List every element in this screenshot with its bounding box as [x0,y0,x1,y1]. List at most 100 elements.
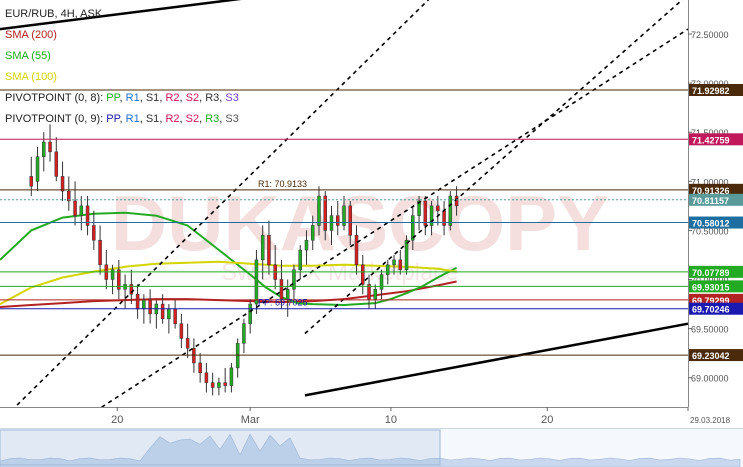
candle-body [185,338,190,349]
level-price-label: 70.07789 [692,268,730,278]
level-price-label: 70.58012 [692,219,730,229]
time-tick-label: 10 [385,414,397,426]
level-price-tag [689,280,743,293]
level-price-tag [689,83,743,96]
candle-body [367,284,371,300]
candle-body [198,362,202,374]
pivot-level-tag: S2 [185,113,200,125]
candle-body [386,264,390,275]
candle-body [267,235,271,266]
trendline [304,322,689,397]
level-price-label: 71.92982 [692,86,730,96]
time-tick-label: 20 [541,414,553,426]
chart-legend: EUR/RUB, 4H, ASK SMA (200) SMA (55) SMA (1… [5,4,239,130]
pivot-level-tag: S1 [145,92,160,104]
price-tick-label: 71.00000 [691,177,729,187]
pivot-level-tag: PP [106,113,120,125]
price-tick-label: 71.50000 [691,128,729,138]
level-price-tag [689,133,743,146]
candle-body [160,303,165,320]
candle-body [217,382,221,388]
candle-body [85,205,90,226]
level-price-tag [689,302,743,315]
pivot-legend-label: PIVOTPOINT (0, 8): [5,92,107,104]
candle-body [329,215,334,231]
pivot-level-tag: PP [106,92,120,104]
pivot-level-tag: S3 [225,92,239,104]
pivot-legend-item[interactable]: PIVOTPOINT (0, 9): PP, R1, S1, R2, S2, R… [5,113,239,125]
indicator-legend-item[interactable]: SMA (55) [5,50,51,62]
candle-body [123,284,127,290]
candle-body [254,259,259,305]
candle-body [436,205,440,212]
moving-average-line [0,280,457,308]
candle-body [317,195,321,226]
indicator-legend-item[interactable]: SMA (200) [5,29,57,41]
candle-body [173,308,177,324]
navigator-overview [0,433,741,467]
candle-body [448,195,453,226]
level-price-label: 70.81157 [692,196,729,206]
candle-body [117,269,121,290]
candle-body [304,239,309,251]
candle-body [73,200,77,216]
pivot-level-tag: R1 [125,92,140,104]
candle-body [298,249,302,270]
candle-body [323,195,327,231]
pivot-legend-item[interactable]: PIVOTPOINT (0, 8): PP, R1, S1, R2, S2, R… [5,92,239,104]
candle-body [192,347,196,364]
candle-body [223,382,227,386]
moving-average-line [0,260,457,305]
candle-body [285,289,290,300]
candle-body [42,141,46,158]
candle-body [429,205,434,226]
candle-body [361,264,365,285]
moving-average-line [0,211,458,307]
pivot-level-tag: S1 [145,113,160,125]
indicator-legend-item[interactable]: SMA (100) [5,71,57,83]
candle-body [404,239,409,270]
candle-body [67,190,71,202]
candle-body [210,382,215,388]
price-tick-label: 70.50000 [691,226,729,236]
time-tick-label: 20 [111,414,123,426]
price-tick-label: 72.50000 [691,30,729,40]
candle-body [60,176,65,192]
candle-body [423,200,428,226]
trendline [0,0,430,423]
navigator-window [0,429,441,466]
pivot-level-tag: R2 [165,92,180,104]
level-price-label: 69.70246 [692,305,730,315]
level-price-label: 71.42759 [692,135,730,145]
candle-body [392,259,396,266]
candle-body [92,225,96,241]
level-price-tag [689,216,743,229]
time-tick-label: Mar [241,414,260,426]
level-price-tag [689,183,743,196]
candle-body [373,289,378,300]
symbol-title: EUR/RUB, 4H, ASK [5,8,103,20]
candle-body [110,269,115,280]
level-price-tag [689,349,743,362]
candle-body [292,269,296,290]
candle-body [235,343,240,369]
candle-body [411,215,415,241]
candle-body [79,205,84,216]
level-price-label: 69.23042 [692,351,730,361]
pivot-level-tag: R1 [125,113,140,125]
trendline [304,0,684,335]
candle-body [248,303,252,324]
candle-body [179,323,184,339]
price-tick-label: 69.00000 [691,374,729,384]
level-price-tag [689,193,743,206]
level-price-tag [689,265,743,278]
price-tick-label: 69.50000 [691,325,729,335]
candle-body [342,205,346,226]
pivot-level-tag: R3 [205,92,220,104]
candle-body [442,210,446,226]
candle-body [54,151,59,177]
level-annotation: R1: 70.9133 [258,179,307,189]
candle-body [135,293,140,310]
candle-body [29,176,34,187]
